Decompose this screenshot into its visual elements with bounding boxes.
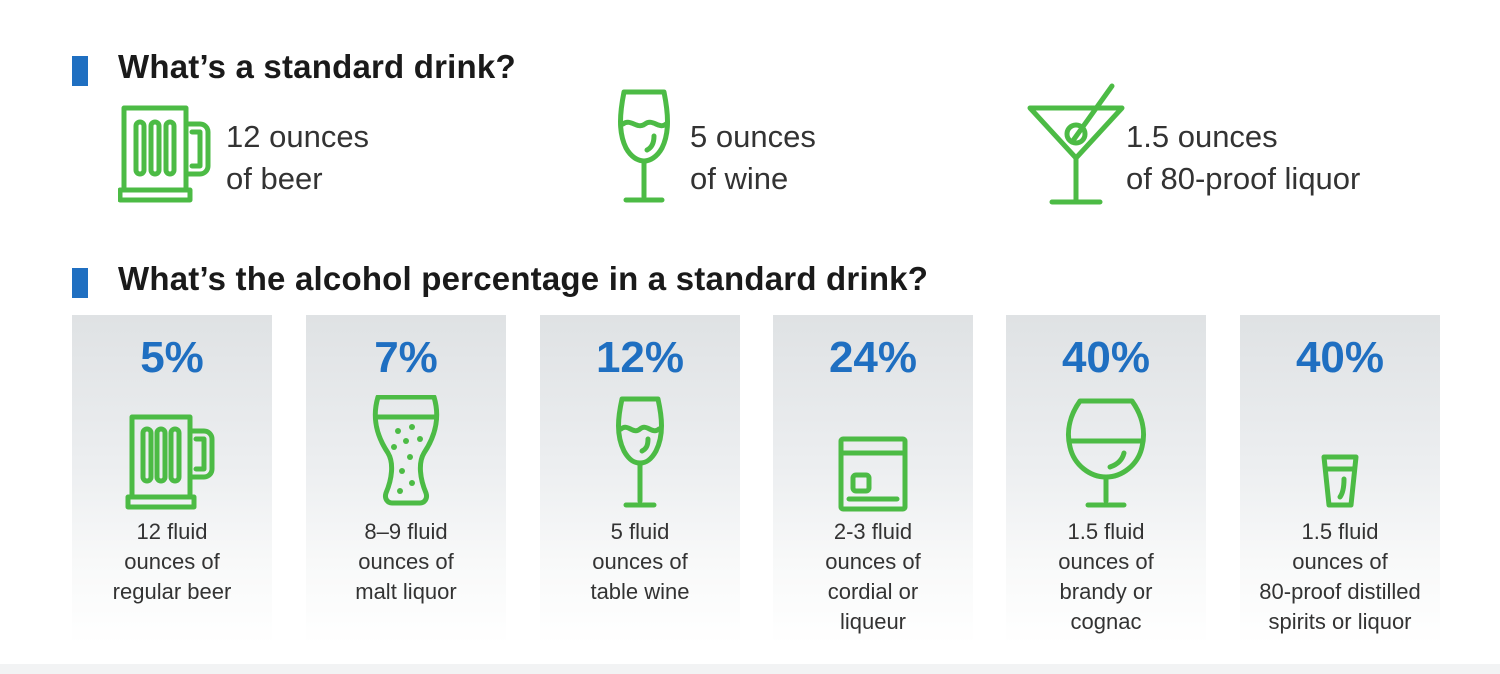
description-line: cognac [1070, 609, 1142, 634]
percentage-value: 40% [1061, 333, 1151, 382]
description-line: 1.5 fluid [1067, 519, 1145, 544]
percentage-card-description: 8–9 fluid ounces of malt liquor [306, 517, 506, 607]
malt-liquor-glass-icon [372, 395, 440, 506]
description-line: regular beer [112, 579, 232, 604]
percentage-card-regular-beer: 5% 12 fluid ounces of regular beer [72, 315, 272, 645]
description-line: table wine [590, 579, 690, 604]
wine-glass-icon [616, 396, 664, 508]
beer-type: of beer [226, 161, 323, 196]
percentage-card-description: 5 fluid ounces of table wine [540, 517, 740, 607]
description-line: ounces of [358, 549, 454, 574]
percentage-card-description: 12 fluid ounces of regular beer [72, 517, 272, 607]
martini-glass-icon [1027, 83, 1125, 205]
description-line: ounces of [825, 549, 921, 574]
section-marker [72, 56, 88, 86]
percentage-card-description: 1.5 fluid ounces of 80-proof distilled s… [1240, 517, 1440, 637]
description-line: ounces of [124, 549, 220, 574]
alcohol-percentage-heading: What’s the alcohol percentage in a stand… [118, 260, 929, 297]
standard-drink-liquor-text: 1.5 ounces of 80-proof liquor [1126, 116, 1360, 200]
brandy-snifter-icon [1065, 398, 1147, 508]
wine-type: of wine [690, 161, 789, 196]
percentage-value: 24% [828, 333, 918, 382]
description-line: ounces of [1058, 549, 1154, 574]
percentage-card-brandy: 40% 1.5 fluid ounces of brandy or cognac [1006, 315, 1206, 645]
wine-amount: 5 ounces [690, 119, 816, 154]
percentage-card-description: 1.5 fluid ounces of brandy or cognac [1006, 517, 1206, 637]
percentage-card-malt-liquor: 7% 8–9 fluid ounces of malt liquor [306, 315, 506, 645]
description-line: 1.5 fluid [1301, 519, 1379, 544]
description-line: 5 fluid [610, 519, 670, 544]
percentage-card-distilled-spirits: 40% 1.5 fluid ounces of 80-proof distill… [1240, 315, 1440, 645]
beer-amount: 12 ounces [226, 119, 370, 154]
standard-drink-beer-text: 12 ounces of beer [226, 116, 369, 200]
wine-glass-icon [618, 89, 670, 203]
standard-drink-heading: What’s a standard drink? [118, 48, 516, 85]
standard-drink-liquor: 1.5 ounces of 80-proof liquor [1026, 82, 1406, 205]
shot-glass-icon [1321, 454, 1359, 508]
liquor-amount: 1.5 ounces [1126, 119, 1278, 154]
standard-drink-beer: 12 ounces of beer [118, 100, 418, 210]
description-line: 12 fluid [136, 519, 208, 544]
beer-mug-icon [125, 414, 215, 510]
description-line: ounces of [1292, 549, 1388, 574]
description-line: 8–9 fluid [364, 519, 448, 544]
description-line: 80-proof distilled [1259, 579, 1421, 604]
percentage-card-cordial: 24% 2-3 fluid ounces of cordial or lique… [773, 315, 973, 645]
percentage-value: 12% [595, 333, 685, 382]
description-line: ounces of [592, 549, 688, 574]
description-line: spirits or liquor [1268, 609, 1412, 634]
description-line: malt liquor [355, 579, 457, 604]
footer-band [0, 664, 1500, 674]
percentage-value: 7% [374, 333, 438, 382]
section-marker [72, 268, 88, 298]
standard-drink-wine: 5 ounces of wine [614, 88, 874, 203]
beer-mug-icon [118, 105, 211, 203]
description-line: liqueur [839, 609, 907, 634]
cordial-glass-icon [838, 436, 908, 512]
percentage-value: 40% [1295, 333, 1385, 382]
description-line: 2-3 fluid [833, 519, 913, 544]
standard-drink-wine-text: 5 ounces of wine [690, 116, 816, 200]
description-line: cordial or [827, 579, 919, 604]
percentage-value: 5% [140, 333, 204, 382]
liquor-type: of 80-proof liquor [1126, 161, 1361, 196]
percentage-card-table-wine: 12% 5 fluid ounces of table wine [540, 315, 740, 645]
percentage-card-description: 2-3 fluid ounces of cordial or liqueur [773, 517, 973, 637]
description-line: brandy or [1059, 579, 1153, 604]
